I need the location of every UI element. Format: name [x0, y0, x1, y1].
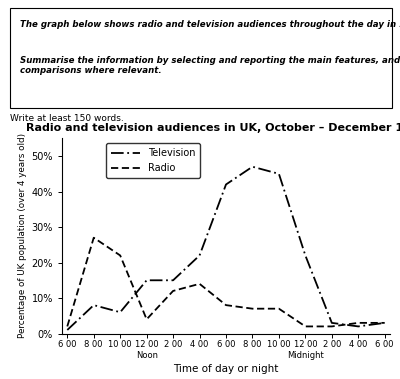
- Y-axis label: Percentage of UK population (over 4 years old): Percentage of UK population (over 4 year…: [18, 133, 27, 338]
- Text: Write at least 150 words.: Write at least 150 words.: [10, 114, 124, 123]
- FancyBboxPatch shape: [10, 8, 392, 108]
- Text: Summarise the information by selecting and reporting the main features, and make: Summarise the information by selecting a…: [20, 56, 400, 75]
- Title: Radio and television audiences in UK, October – December 1992: Radio and television audiences in UK, Oc…: [26, 124, 400, 133]
- Text: The graph below shows radio and television audiences throughout the day in 1992.: The graph below shows radio and televisi…: [20, 20, 400, 29]
- X-axis label: Time of day or night: Time of day or night: [173, 364, 279, 374]
- Legend: Television, Radio: Television, Radio: [106, 143, 200, 178]
